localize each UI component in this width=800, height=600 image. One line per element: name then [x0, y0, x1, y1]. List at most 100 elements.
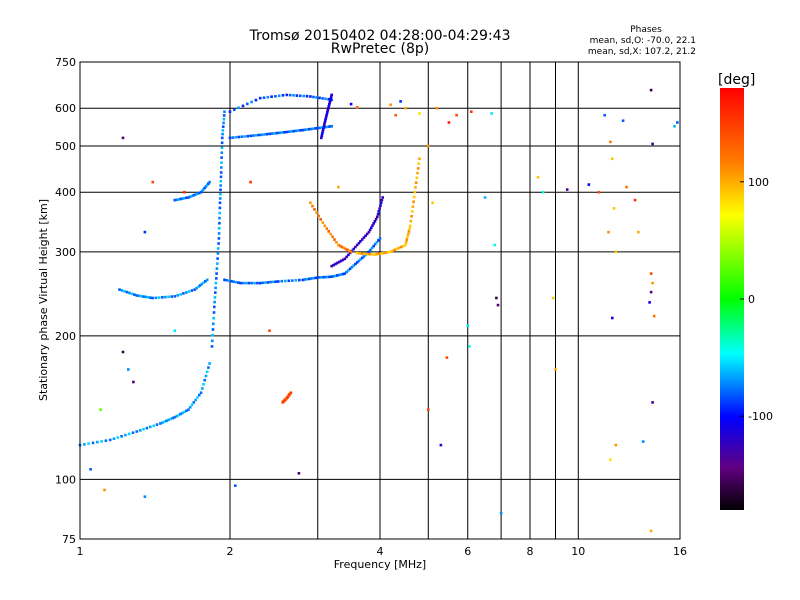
data-point — [274, 95, 277, 98]
y-tick-label: 200 — [55, 330, 76, 343]
data-point — [198, 284, 202, 287]
data-point — [143, 230, 147, 234]
data-point — [179, 197, 182, 201]
data-point — [211, 328, 215, 331]
data-point — [256, 281, 259, 285]
data-point — [318, 276, 321, 279]
data-point — [648, 301, 651, 304]
data-point — [222, 114, 226, 117]
data-point — [320, 136, 323, 140]
data-point — [326, 109, 330, 112]
data-point — [215, 272, 218, 275]
data-point — [362, 255, 366, 258]
data-point — [157, 296, 161, 299]
data-point — [213, 300, 216, 304]
data-point — [220, 166, 223, 169]
data-point — [352, 264, 355, 267]
data-point — [173, 415, 177, 419]
data-point — [218, 206, 222, 210]
data-point — [240, 135, 244, 138]
data-point — [265, 132, 269, 136]
data-point — [185, 291, 188, 294]
data-point — [212, 311, 216, 314]
data-point — [321, 132, 324, 135]
data-point — [355, 261, 359, 264]
data-point — [309, 201, 312, 205]
data-point — [165, 419, 168, 423]
data-point — [146, 296, 150, 299]
data-point — [338, 244, 342, 248]
data-point — [211, 339, 214, 343]
data-point — [287, 130, 291, 133]
data-point — [376, 212, 380, 216]
data-point — [187, 290, 191, 293]
data-point — [393, 248, 397, 252]
data-point — [152, 424, 155, 428]
data-point — [161, 421, 164, 424]
data-point — [414, 186, 417, 189]
data-point — [470, 110, 473, 113]
data-point — [337, 260, 341, 264]
data-point — [323, 224, 327, 228]
data-point — [387, 250, 390, 254]
data-point — [483, 196, 487, 199]
data-point — [307, 127, 311, 131]
data-point — [227, 279, 231, 283]
data-point — [651, 142, 654, 146]
data-point — [378, 207, 381, 210]
data-point — [297, 472, 301, 475]
data-point — [336, 274, 339, 277]
data-point — [198, 191, 201, 195]
data-point — [565, 188, 569, 191]
data-point — [288, 93, 292, 97]
data-point — [233, 108, 236, 112]
data-point — [633, 198, 637, 202]
data-point — [221, 136, 224, 140]
y-tick-label: 300 — [55, 246, 76, 259]
x-tick-label: 16 — [673, 545, 687, 558]
data-point — [410, 210, 414, 213]
data-point — [349, 250, 353, 254]
data-point — [334, 274, 337, 278]
data-point — [320, 126, 323, 129]
data-point — [202, 188, 205, 191]
y-tick-label: 750 — [55, 56, 76, 69]
data-point — [335, 241, 338, 244]
data-point — [305, 94, 309, 98]
data-point — [325, 113, 329, 116]
data-point — [349, 102, 353, 106]
data-point — [211, 333, 214, 337]
data-point — [612, 207, 616, 210]
data-point — [192, 401, 196, 404]
data-point — [414, 181, 418, 184]
data-point — [215, 277, 218, 280]
data-point — [337, 273, 341, 277]
data-point — [435, 106, 439, 110]
data-point — [408, 224, 412, 228]
data-point — [496, 303, 500, 307]
data-point — [320, 134, 324, 137]
data-point — [212, 322, 215, 326]
data-point — [490, 112, 493, 115]
x-tick-label: 10 — [571, 545, 585, 558]
data-point — [163, 420, 166, 423]
data-point — [322, 127, 325, 131]
data-point — [124, 433, 127, 437]
data-point — [348, 267, 352, 271]
data-point — [204, 374, 208, 378]
data-point — [316, 276, 319, 279]
data-point — [216, 257, 219, 260]
data-point — [314, 276, 317, 280]
data-point — [649, 290, 653, 294]
data-point — [328, 275, 331, 279]
data-point — [402, 244, 405, 248]
data-point — [207, 366, 210, 369]
data-point — [312, 127, 315, 130]
data-point — [324, 119, 327, 122]
data-point — [324, 117, 328, 120]
data-point — [137, 294, 141, 298]
data-point — [289, 391, 293, 394]
data-point — [389, 250, 392, 254]
data-point — [183, 410, 186, 414]
